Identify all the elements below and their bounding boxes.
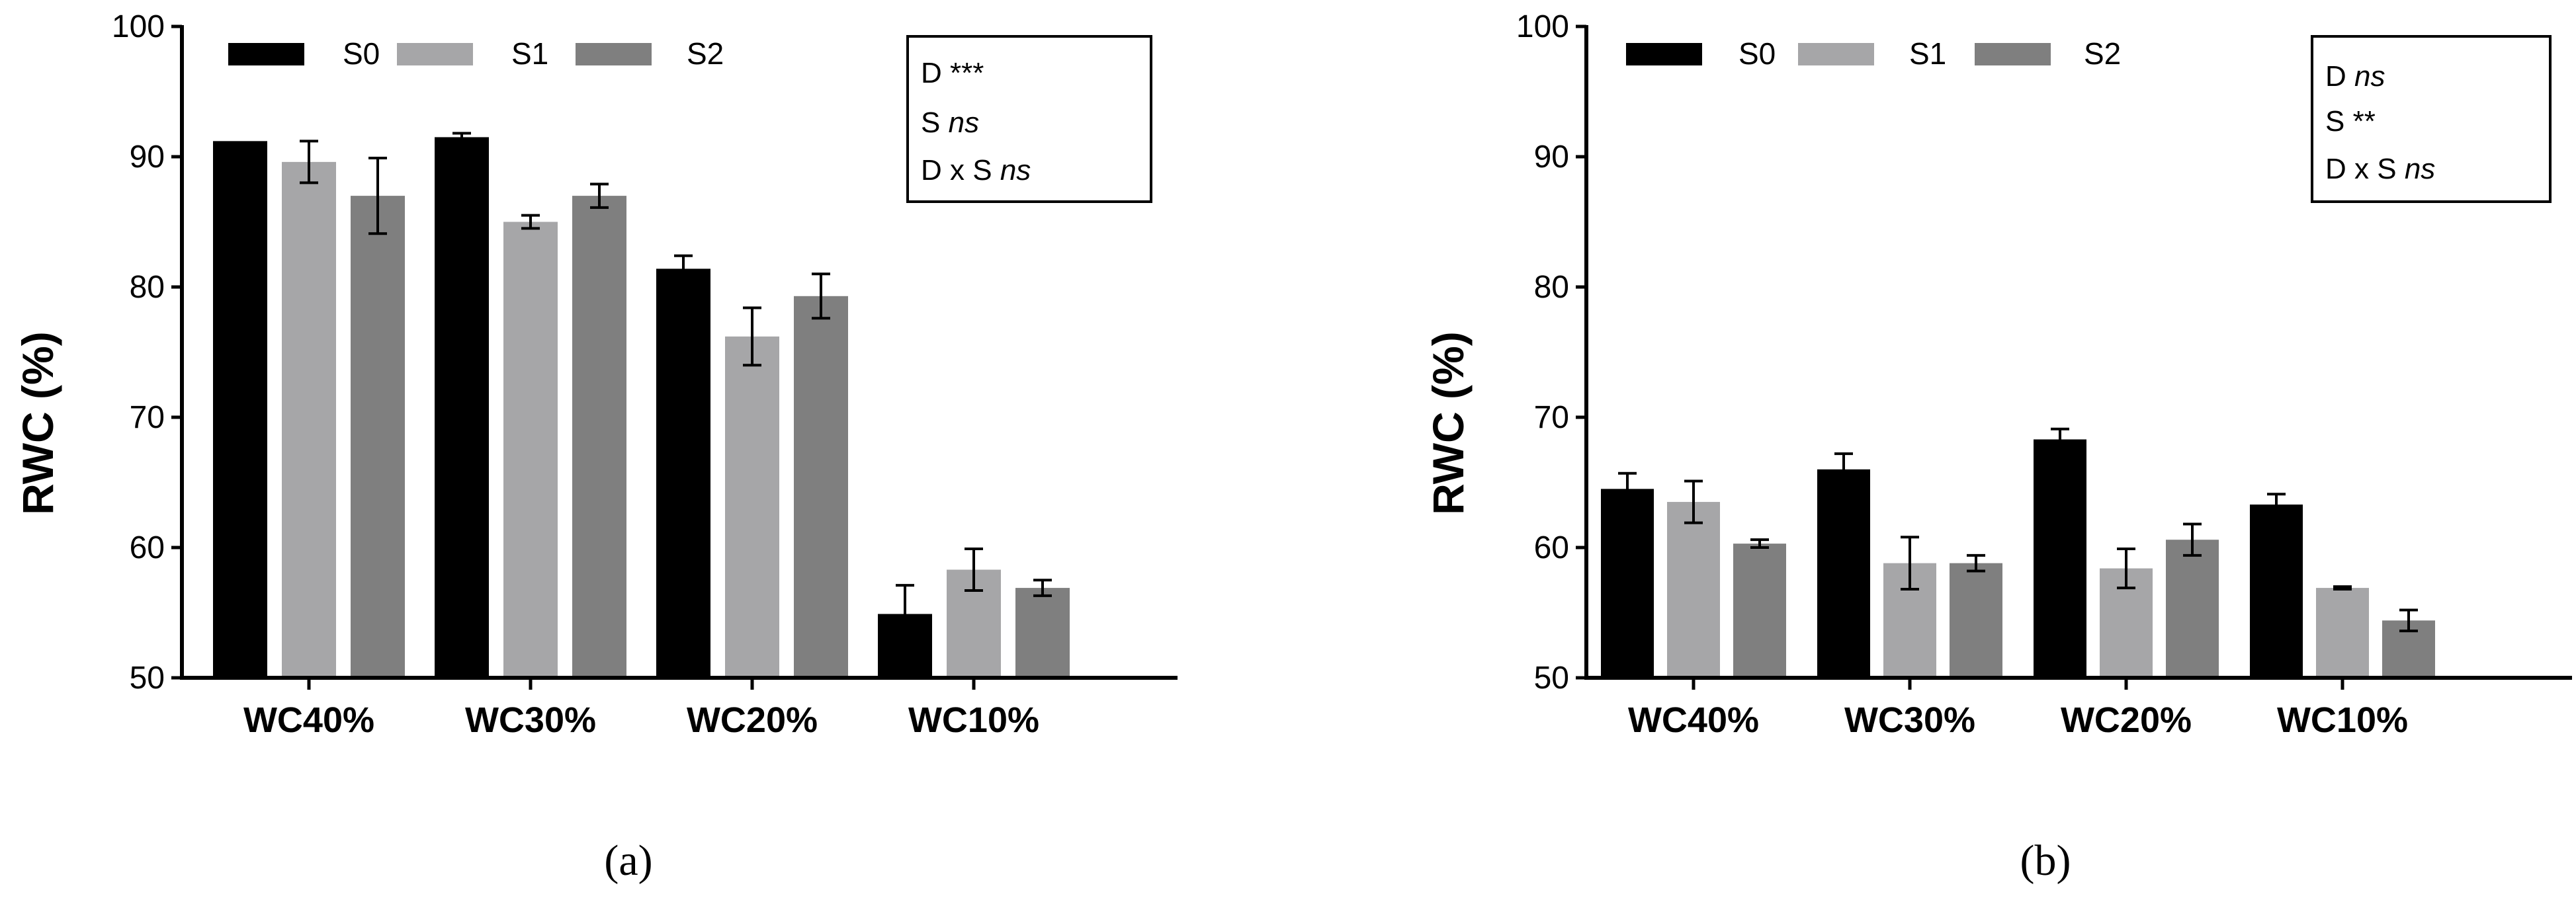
panel-caption: (b) (2020, 837, 2071, 885)
panel-caption: (a) (604, 837, 652, 885)
error-bar (1967, 553, 1985, 573)
error-bar (2399, 608, 2418, 633)
x-category-label: WC10% (2277, 700, 2408, 740)
plot-area (171, 24, 1178, 690)
error-bar (2267, 493, 2286, 516)
stats-box: D ns S ** D x S ns (2311, 35, 2552, 203)
x-category-label: WC40% (1628, 700, 1759, 740)
legend-label-s1: S1 (511, 36, 548, 71)
x-category-label: WC20% (2061, 700, 2192, 740)
y-tick-label: 100 (1516, 9, 1569, 44)
y-tick-label: 90 (1534, 140, 1569, 175)
bar-s2 (794, 296, 848, 678)
legend-swatch-s1 (1798, 43, 1874, 65)
error-bar (1618, 471, 1637, 506)
legend: S0 S1 S2 (1626, 36, 2121, 71)
error-bar (812, 272, 830, 320)
x-category-label: WC20% (687, 700, 818, 740)
error-bar (1901, 536, 1919, 591)
bar-s0 (435, 137, 489, 678)
stats-box: D *** S ns D x S ns (906, 35, 1152, 203)
bar-s1 (503, 222, 558, 678)
legend-swatch-s2 (1975, 43, 2051, 65)
bar-s1 (1667, 502, 1720, 678)
error-bar (674, 254, 693, 284)
y-tick-label: 70 (1534, 400, 1569, 435)
legend-label-s0: S0 (343, 36, 380, 71)
y-tick-label: 80 (1534, 270, 1569, 305)
y-tick-label: 60 (130, 530, 165, 565)
legend: S0 S1 S2 (228, 36, 724, 71)
error-bar (368, 156, 387, 235)
stats-line-s: S ns (921, 106, 979, 139)
x-category-label: WC10% (908, 700, 1039, 740)
error-bar (300, 140, 318, 184)
legend-swatch-s1 (397, 43, 473, 65)
stats-line-d: D *** (921, 57, 984, 89)
stats-line-dxs: D x S ns (2325, 153, 2435, 185)
y-tick-label: 80 (130, 270, 165, 305)
error-bar (2183, 522, 2202, 557)
error-bar (2333, 585, 2352, 591)
plot-area (1576, 24, 2572, 690)
y-tick-labels: 50 60 70 80 90 100 (112, 9, 165, 696)
error-bar (1750, 538, 1769, 549)
error-bar (965, 547, 983, 592)
panel-a: RWC (%) 50 60 70 80 90 100 WC40% WC30% W… (13, 9, 1178, 885)
bar-s0 (1817, 469, 1870, 678)
x-category-labels: WC40% WC30% WC20% WC10% (243, 700, 1039, 740)
error-bar (2117, 547, 2135, 590)
bar-s2 (1733, 544, 1786, 678)
x-category-label: WC40% (243, 700, 374, 740)
y-tick-label: 50 (130, 661, 165, 696)
y-tick-label: 70 (130, 400, 165, 435)
legend-swatch-s2 (576, 43, 652, 65)
legend-swatch-s0 (1626, 43, 1702, 65)
error-bar (590, 183, 609, 209)
error-bar (452, 132, 471, 143)
error-bar (896, 584, 914, 644)
legend-label-s1: S1 (1909, 36, 1946, 71)
bar-s0 (213, 141, 267, 678)
y-tick-label: 100 (112, 9, 165, 44)
error-bar (743, 306, 761, 367)
bar-s0 (2250, 504, 2303, 678)
legend-swatch-s0 (228, 43, 304, 65)
bar-s1 (282, 161, 336, 678)
bar-s2 (1950, 563, 2002, 678)
error-bar (1834, 452, 1853, 487)
y-axis-label: RWC (%) (13, 331, 62, 514)
stats-line-s: S ** (2325, 105, 2376, 138)
stats-line-dxs: D x S ns (921, 154, 1031, 186)
legend-label-s2: S2 (2084, 36, 2121, 71)
error-bar (1033, 579, 1052, 597)
legend-label-s2: S2 (687, 36, 724, 71)
y-tick-label: 60 (1534, 530, 1569, 565)
x-category-label: WC30% (465, 700, 596, 740)
bar-s0 (656, 268, 710, 678)
x-category-labels: WC40% WC30% WC20% WC10% (1628, 700, 2408, 740)
bar-s2 (572, 196, 626, 678)
legend-label-s0: S0 (1739, 36, 1776, 71)
y-tick-label: 90 (130, 140, 165, 175)
panel-b: RWC (%) 50 60 70 80 90 100 WC40% WC30% W… (1424, 9, 2572, 885)
x-category-label: WC30% (1844, 700, 1975, 740)
bar-s2 (351, 196, 405, 678)
bar-s0 (2034, 439, 2086, 678)
bar-s1 (2316, 588, 2369, 678)
bar-s1 (725, 336, 779, 678)
stats-line-d: D ns (2325, 60, 2385, 93)
bar-s2 (2166, 540, 2219, 678)
error-bar (1684, 479, 1703, 524)
y-tick-labels: 50 60 70 80 90 100 (1516, 9, 1569, 696)
error-bar (2051, 427, 2069, 452)
error-bar (521, 214, 540, 230)
y-axis-label: RWC (%) (1424, 331, 1473, 514)
y-tick-label: 50 (1534, 661, 1569, 696)
bar-s2 (1015, 588, 1070, 678)
bar-s0 (1601, 489, 1654, 678)
